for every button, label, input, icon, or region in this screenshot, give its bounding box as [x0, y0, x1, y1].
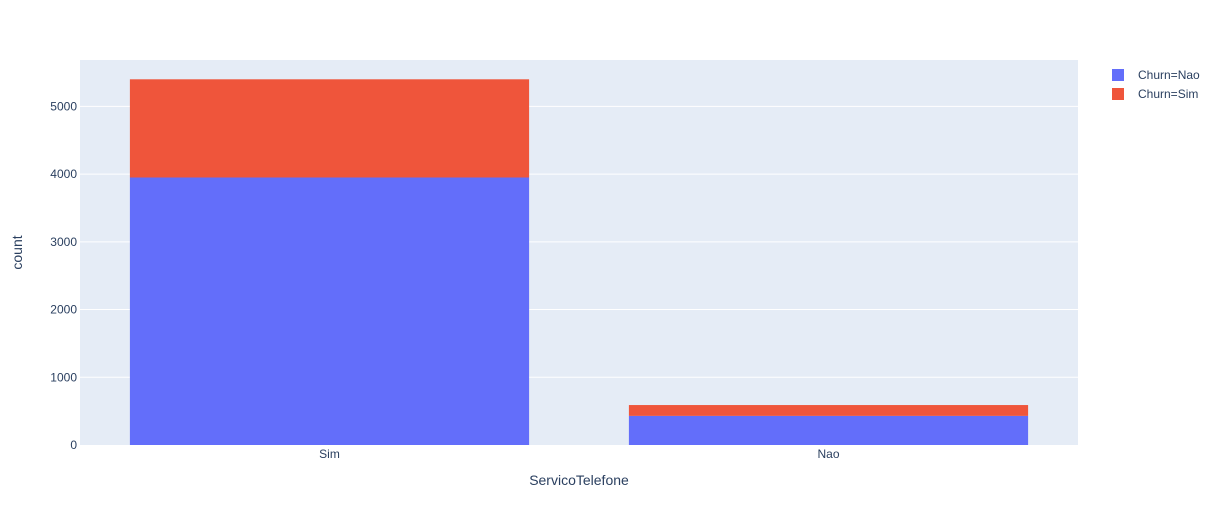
bar-churn-nao-sim[interactable]: [129, 177, 530, 445]
y-tick-label: 5000: [50, 99, 77, 113]
y-tick-label: 3000: [50, 235, 77, 249]
bar-churn-sim-nao[interactable]: [628, 405, 1029, 416]
legend-swatch: [1112, 88, 1124, 100]
y-axis-ticks: 0 1000 2000 3000 4000 5000: [50, 99, 77, 452]
y-tick-label: 0: [70, 438, 77, 452]
legend-label: Churn=Sim: [1138, 87, 1198, 101]
x-tick-label: Nao: [817, 447, 839, 461]
bar-churn-nao-nao[interactable]: [628, 415, 1029, 445]
y-tick-label: 4000: [50, 167, 77, 181]
legend: Churn=Nao Churn=Sim: [1112, 68, 1200, 101]
y-tick-label: 1000: [50, 370, 77, 384]
x-axis-title: ServicoTelefone: [529, 472, 629, 488]
bars: [129, 79, 1029, 445]
x-axis-ticks: Sim Nao: [319, 447, 840, 461]
legend-item-churn-nao[interactable]: Churn=Nao: [1112, 68, 1200, 82]
legend-item-churn-sim[interactable]: Churn=Sim: [1112, 87, 1198, 101]
y-tick-label: 2000: [50, 303, 77, 317]
y-axis-title: count: [9, 235, 25, 269]
x-tick-label: Sim: [319, 447, 340, 461]
legend-swatch: [1112, 69, 1124, 81]
bar-churn-sim-sim[interactable]: [129, 79, 530, 178]
legend-label: Churn=Nao: [1138, 68, 1200, 82]
